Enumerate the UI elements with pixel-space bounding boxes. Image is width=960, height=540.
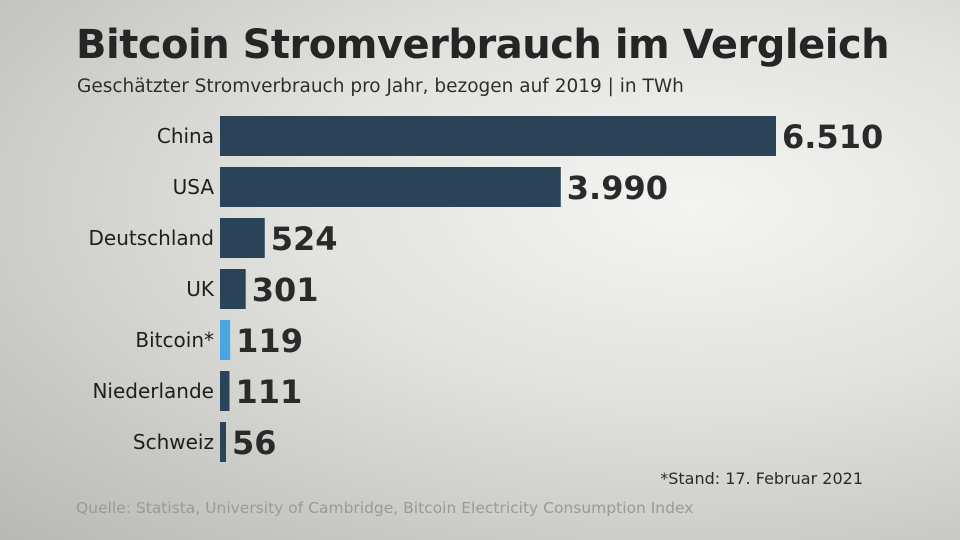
bar-uk	[220, 269, 246, 309]
value-label-china: 6.510	[782, 118, 883, 156]
category-label-niederlande: Niederlande	[92, 379, 214, 403]
bar-deutschland	[220, 218, 265, 258]
value-label-deutschland: 524	[271, 220, 338, 258]
category-label-china: China	[157, 124, 214, 148]
value-label-uk: 301	[252, 271, 319, 309]
category-label-bitcoin: Bitcoin*	[135, 328, 214, 352]
bar-bitcoin	[220, 320, 231, 360]
category-label-schweiz: Schweiz	[133, 430, 214, 454]
value-label-usa: 3.990	[567, 169, 668, 207]
footnote: *Stand: 17. Februar 2021	[660, 469, 863, 488]
category-label-usa: USA	[173, 175, 215, 199]
bar-schweiz	[220, 422, 226, 462]
category-label-deutschland: Deutschland	[89, 226, 215, 250]
source-note: Quelle: Statista, University of Cambridg…	[76, 499, 694, 517]
value-label-niederlande: 111	[235, 373, 302, 411]
bar-china	[220, 116, 776, 156]
value-label-bitcoin: 119	[236, 322, 303, 360]
value-label-schweiz: 56	[232, 424, 277, 462]
bar-usa	[220, 167, 561, 207]
category-label-uk: UK	[186, 277, 215, 301]
chart-subtitle: Geschätzter Stromverbrauch pro Jahr, bez…	[77, 76, 684, 97]
chart-title: Bitcoin Stromverbrauch im Vergleich	[76, 22, 890, 68]
bar-niederlande	[220, 371, 230, 411]
